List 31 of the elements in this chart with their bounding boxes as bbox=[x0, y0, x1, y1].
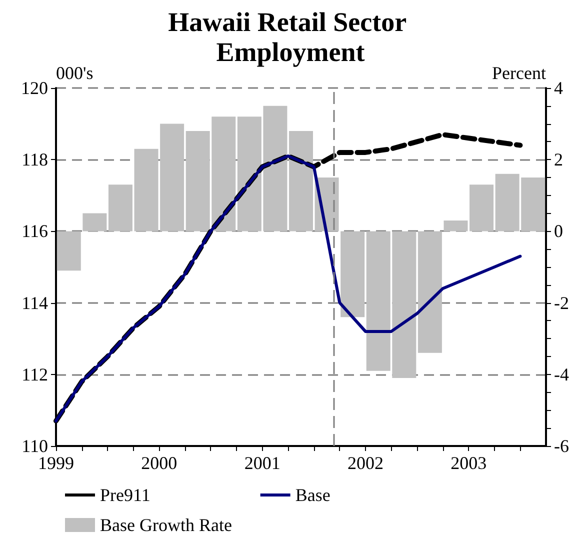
y2-tick-label: -2 bbox=[554, 292, 569, 313]
bar bbox=[340, 231, 365, 318]
y2-tick-label: 0 bbox=[554, 221, 563, 242]
x-tick-label: 2003 bbox=[450, 453, 487, 473]
y-tick-label: 116 bbox=[22, 221, 48, 242]
y-tick-label: 112 bbox=[22, 364, 48, 384]
bar bbox=[418, 231, 442, 353]
x-tick-label: 2001 bbox=[244, 453, 280, 473]
y-axis-title: 000's bbox=[56, 63, 94, 83]
y2-tick-label: 2 bbox=[554, 150, 563, 170]
x-tick-label: 2000 bbox=[141, 453, 178, 473]
y-tick-label: 118 bbox=[22, 150, 48, 170]
y-tick-label: 110 bbox=[22, 436, 48, 456]
bar bbox=[444, 220, 468, 232]
y2-tick-label: -6 bbox=[554, 436, 569, 456]
bar bbox=[82, 213, 107, 232]
bar bbox=[289, 130, 313, 232]
bar bbox=[470, 184, 494, 232]
x-tick-label: 1999 bbox=[38, 453, 74, 473]
y2-tick-label: 4 bbox=[554, 78, 563, 98]
x-tick-label: 2002 bbox=[347, 453, 384, 473]
bar bbox=[56, 231, 81, 271]
bar bbox=[108, 184, 132, 232]
legend-label: Pre911 bbox=[100, 485, 150, 505]
y2-tick-label: -4 bbox=[554, 364, 569, 384]
y-tick-label: 120 bbox=[21, 78, 48, 98]
legend-label: Base bbox=[295, 485, 330, 505]
legend-label: Base Growth Rate bbox=[100, 515, 232, 535]
y-tick-label: 114 bbox=[22, 292, 48, 313]
y2-axis-title: Percent bbox=[492, 63, 546, 83]
chart-title: Hawaii Retail Sector Employment bbox=[168, 7, 413, 67]
